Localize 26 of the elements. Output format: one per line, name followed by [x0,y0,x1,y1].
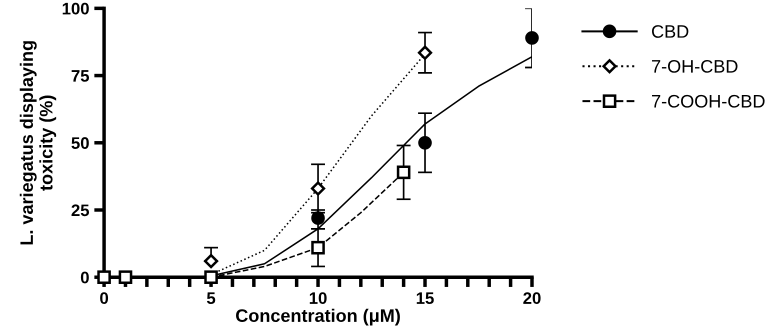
x-axis-title: Concentration (μM) [236,308,400,326]
point [310,181,326,196]
point [311,240,325,254]
point [311,211,325,225]
point [418,136,432,150]
legend-label: CBD [652,25,688,38]
x-tick-label: 10 [310,292,327,304]
point [525,31,539,45]
point [204,254,218,268]
y-tick-label: 0 [80,272,89,284]
legend-label: 7-OH-CBD [652,60,738,73]
point [118,270,132,284]
x-tick-label: 0 [100,292,108,304]
x-tick-label: 5 [206,292,216,304]
y-tick-label: 75 [72,70,90,82]
point [204,270,218,284]
y-tick-label: 25 [72,204,90,216]
x-tick-label: 20 [523,292,541,304]
x-tick-label: 15 [416,292,434,304]
y-tick-label: 100 [62,2,89,15]
point [97,270,111,284]
legend-label: 7-COOH-CBD [652,94,765,108]
point [396,166,410,180]
point [418,46,432,60]
y-axis-title: L. variegatus displaying toxicity (%) [20,41,56,244]
y-tick-label: 50 [71,137,89,149]
